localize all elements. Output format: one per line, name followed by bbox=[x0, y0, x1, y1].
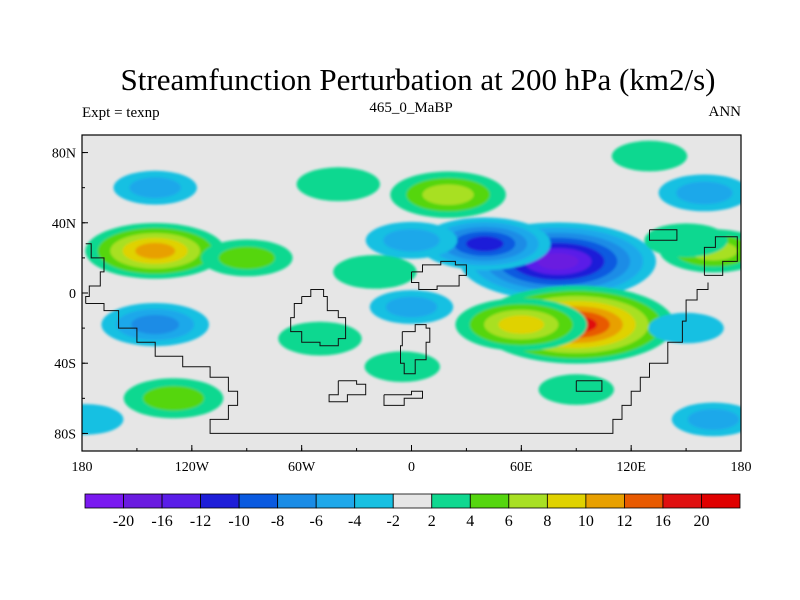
colorbar-box bbox=[585, 493, 625, 509]
colorbar-box bbox=[508, 493, 548, 509]
contour-fill bbox=[218, 246, 275, 270]
coastline-segment bbox=[703, 236, 738, 276]
contour-fill bbox=[648, 312, 724, 344]
y-tick-label: 0 bbox=[69, 287, 76, 302]
x-tick-label: 60W bbox=[288, 460, 316, 475]
coastline-segment bbox=[575, 380, 603, 392]
y-tick-label: 80N bbox=[52, 147, 76, 162]
contour-fill bbox=[537, 253, 579, 270]
contour-fill bbox=[278, 321, 362, 356]
left-string: Expt = texnp bbox=[82, 105, 160, 121]
y-tick-label: 40S bbox=[54, 357, 76, 372]
contour-fill bbox=[135, 242, 176, 259]
contour-fill bbox=[129, 177, 181, 199]
colorbar-label: -4 bbox=[348, 513, 361, 530]
contour-fill bbox=[422, 184, 474, 205]
contour-fill-layer bbox=[82, 140, 741, 437]
colorbar-label: 10 bbox=[578, 513, 594, 530]
coastline-segment bbox=[290, 289, 347, 347]
colorbar-label: -20 bbox=[113, 513, 134, 530]
colorbar-box bbox=[431, 493, 471, 509]
colorbar-box bbox=[277, 493, 317, 509]
center-string: 465_0_MaBP bbox=[369, 100, 452, 116]
contour-fill bbox=[383, 229, 440, 252]
contour-fill bbox=[687, 409, 740, 430]
contour-fill bbox=[333, 255, 417, 289]
colorbar-label: 20 bbox=[694, 513, 710, 530]
colorbar-box bbox=[354, 493, 394, 509]
coastline-segment bbox=[85, 243, 105, 304]
contour-fill bbox=[82, 404, 124, 435]
contour-fill bbox=[385, 296, 438, 318]
contour-fill bbox=[465, 236, 504, 252]
x-tick-label: 180 bbox=[72, 460, 93, 475]
x-tick-label: 60E bbox=[510, 460, 533, 475]
colorbar-label: -6 bbox=[310, 513, 323, 530]
y-tick-label: 80S bbox=[54, 427, 76, 442]
colorbar-label: -2 bbox=[387, 513, 400, 530]
contour-fill bbox=[498, 315, 545, 334]
coastline-outline bbox=[85, 229, 738, 434]
colorbar-label: 8 bbox=[543, 513, 551, 530]
colorbar: -20 -16 -12 -10 -8 -6 -4 -2 2 4 6 8 10 12 16 20 bbox=[84, 493, 741, 530]
colorbar-label: 2 bbox=[428, 513, 436, 530]
contour-fill bbox=[142, 386, 205, 411]
y-axis: 80N 40N 0 40S 80S bbox=[52, 147, 88, 442]
colorbar-label: 12 bbox=[616, 513, 632, 530]
contour-fill bbox=[611, 140, 688, 172]
map-area bbox=[82, 135, 741, 451]
x-tick-label: 0 bbox=[408, 460, 415, 475]
coastline-segment bbox=[649, 229, 678, 241]
colorbar-box bbox=[161, 493, 201, 509]
x-tick-label: 180 bbox=[731, 460, 752, 475]
colorbar-label: 6 bbox=[505, 513, 513, 530]
x-axis: 180 120W 60W 0 60E 120E 180 bbox=[72, 445, 752, 475]
colorbar-box bbox=[392, 493, 433, 509]
colorbar-box bbox=[200, 493, 240, 509]
x-tick-label: 120E bbox=[616, 460, 646, 475]
colorbar-box bbox=[123, 493, 163, 509]
contour-fill bbox=[364, 351, 440, 383]
y-tick-label: 40N bbox=[52, 217, 76, 232]
contour-fill bbox=[296, 167, 380, 202]
coastline-segment bbox=[411, 260, 467, 290]
coastline-segment bbox=[328, 380, 367, 403]
coastline-segment bbox=[383, 390, 423, 406]
colorbar-label: -8 bbox=[271, 513, 284, 530]
colorbar-box bbox=[546, 493, 587, 509]
colorbar-box bbox=[315, 493, 356, 509]
colorbar-box bbox=[701, 493, 741, 509]
colorbar-box bbox=[469, 493, 510, 509]
colorbar-label: -12 bbox=[190, 513, 211, 530]
colorbar-label: 16 bbox=[655, 513, 671, 530]
contour-fill bbox=[131, 315, 180, 335]
colorbar-box bbox=[238, 493, 279, 509]
colorbar-box bbox=[624, 493, 664, 509]
x-tick-label: 120W bbox=[175, 460, 210, 475]
colorbar-box bbox=[84, 493, 124, 509]
colorbar-label: -16 bbox=[151, 513, 172, 530]
contour-fill bbox=[676, 181, 733, 205]
colorbar-box bbox=[662, 493, 702, 509]
contour-fill bbox=[644, 223, 728, 258]
chart-title: Streamfunction Perturbation at 200 hPa (… bbox=[121, 62, 716, 97]
coastline-segment bbox=[85, 282, 709, 434]
right-string: ANN bbox=[709, 104, 742, 120]
colorbar-label: -10 bbox=[228, 513, 249, 530]
colorbar-label: 4 bbox=[466, 513, 474, 530]
coastline-segment bbox=[400, 324, 431, 375]
